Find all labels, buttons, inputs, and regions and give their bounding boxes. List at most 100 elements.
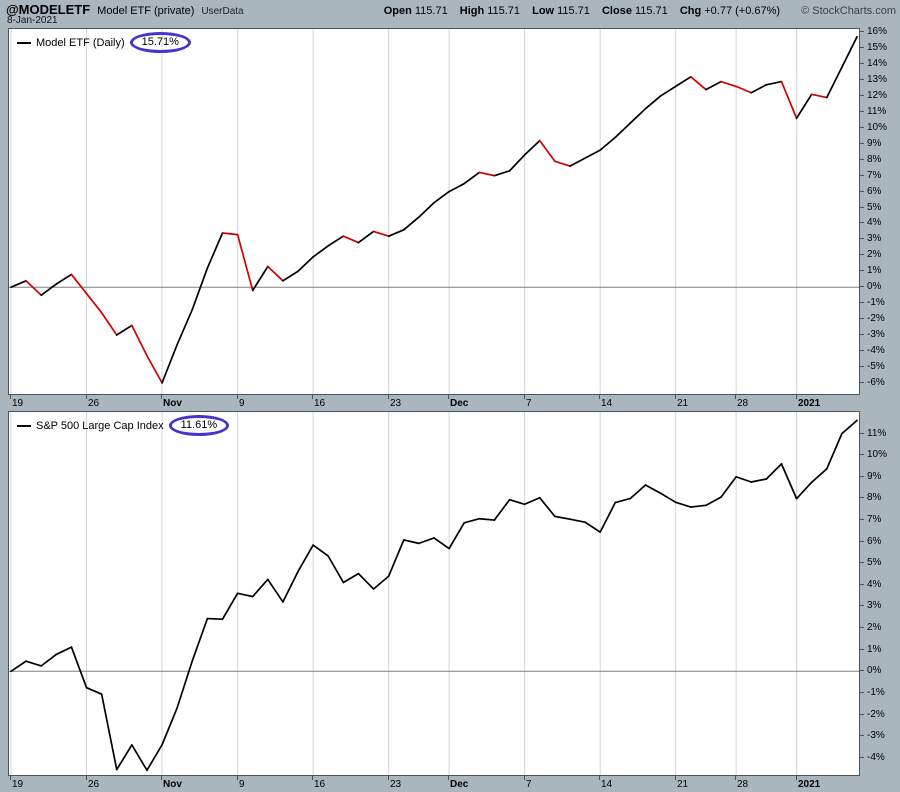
y-tick-label: 9% <box>867 138 882 149</box>
y-tick-mark <box>860 111 864 112</box>
copyright: © StockCharts.com <box>801 5 896 17</box>
y-tick-label: 1% <box>867 644 882 655</box>
low-label: Low <box>532 5 555 17</box>
y-tick-mark <box>860 222 864 223</box>
y-tick-mark <box>860 476 864 477</box>
open-label: Open <box>383 5 412 17</box>
y-tick-label: 2% <box>867 249 882 260</box>
model-etf-x-axis: 19 26 Nov 9 16 23 Dec 7 14 21 28 2021 <box>0 395 900 411</box>
y-tick-label: 3% <box>867 600 882 611</box>
x-tick-label: Dec <box>450 779 469 790</box>
legend-label: S&P 500 Large Cap Index <box>36 419 164 432</box>
sp500-legend: S&P 500 Large Cap Index 11.61% <box>17 415 230 436</box>
chart-header: @MODELETF Model ETF (private) UserData O… <box>0 0 900 28</box>
y-tick-label: 10% <box>867 449 888 460</box>
y-tick-mark <box>860 270 864 271</box>
y-tick-label: 10% <box>867 122 888 133</box>
y-tick-label: 13% <box>867 74 888 85</box>
x-tick-label: 2021 <box>798 398 821 409</box>
y-tick-label: -2% <box>867 709 885 720</box>
y-tick-mark <box>860 318 864 319</box>
model-etf-legend: Model ETF (Daily) 15.71% <box>17 32 191 53</box>
y-tick-label: 8% <box>867 492 882 503</box>
y-tick-mark <box>860 238 864 239</box>
y-tick-mark <box>860 433 864 434</box>
y-tick-mark <box>860 143 864 144</box>
y-tick-label: -1% <box>867 297 885 308</box>
y-tick-label: 15% <box>867 42 888 53</box>
x-tick-mark <box>10 395 11 399</box>
y-tick-label: 4% <box>867 217 882 228</box>
header-row-main: @MODELETF Model ETF (private) UserData O… <box>6 2 896 17</box>
x-tick-label: 7 <box>526 398 532 409</box>
y-tick-mark <box>860 584 864 585</box>
model-etf-chart-canvas <box>9 29 859 394</box>
y-tick-mark <box>860 605 864 606</box>
x-tick-label: 19 <box>12 398 24 409</box>
y-tick-mark <box>860 95 864 96</box>
y-tick-mark <box>860 159 864 160</box>
y-tick-label: -5% <box>867 361 885 372</box>
x-tick-mark <box>388 395 389 399</box>
y-tick-mark <box>860 191 864 192</box>
x-tick-mark <box>237 776 238 780</box>
x-tick-mark <box>161 395 162 399</box>
y-tick-mark <box>860 350 864 351</box>
x-tick-label: Dec <box>450 398 469 409</box>
y-tick-label: 11% <box>867 106 887 117</box>
x-tick-label: 14 <box>601 779 613 790</box>
x-tick-label: 7 <box>526 779 532 790</box>
x-tick-label: 16 <box>314 398 326 409</box>
y-tick-label: -1% <box>867 687 885 698</box>
y-tick-label: 0% <box>867 281 882 292</box>
x-tick-label: 9 <box>239 779 245 790</box>
x-tick-mark <box>448 395 449 399</box>
x-tick-mark <box>735 395 736 399</box>
low-value: 115.71 <box>557 5 590 17</box>
y-tick-mark <box>860 541 864 542</box>
x-tick-label: 26 <box>88 398 100 409</box>
y-tick-label: 6% <box>867 186 882 197</box>
y-tick-mark <box>860 254 864 255</box>
legend-value-annotated: 15.71% <box>129 32 191 53</box>
close-label: Close <box>601 5 632 17</box>
x-tick-label: 9 <box>239 398 245 409</box>
y-tick-label: 7% <box>867 514 882 525</box>
y-tick-label: 14% <box>867 58 888 69</box>
high-label: High <box>459 5 485 17</box>
y-tick-label: 0% <box>867 665 882 676</box>
x-tick-label: 26 <box>88 779 100 790</box>
y-tick-mark <box>860 692 864 693</box>
x-tick-mark <box>10 776 11 780</box>
x-tick-mark <box>448 776 449 780</box>
symbol: @MODELETF <box>6 2 91 17</box>
quote-summary: Open 115.71 High 115.71 Low 115.71 Close 115… <box>375 5 780 17</box>
y-tick-mark <box>860 562 864 563</box>
model-etf-y-axis: 16% 15% 14% 13% 12% 11% 10% 9% 8% 7% 6% 5% 4% 3% 2% 1% 0… <box>860 26 900 395</box>
chart-date: 8-Jan-2021 <box>7 15 58 26</box>
x-tick-mark <box>599 395 600 399</box>
y-tick-mark <box>860 757 864 758</box>
y-tick-label: 7% <box>867 170 882 181</box>
line-swatch-icon <box>17 41 31 44</box>
y-tick-mark <box>860 127 864 128</box>
sp500-y-axis: 11% 10% 9% 8% 7% 6% 5% 4% 3% 2% 1% 0% -1% -2% -3% -4% <box>860 411 900 776</box>
x-tick-mark <box>161 776 162 780</box>
x-tick-label: 28 <box>737 398 749 409</box>
y-tick-mark <box>860 175 864 176</box>
price-line <box>10 35 858 384</box>
model-etf-panel: Model ETF (Daily) 15.71% <box>8 28 860 395</box>
change-value: +0.77 (+0.67%) <box>704 5 781 17</box>
legend-value-annotated: 11.61% <box>168 415 230 436</box>
data-source: UserData <box>201 6 244 17</box>
x-tick-label: 19 <box>12 779 24 790</box>
x-tick-label: 21 <box>677 398 689 409</box>
y-tick-mark <box>860 735 864 736</box>
y-tick-mark <box>860 366 864 367</box>
y-tick-label: 11% <box>867 428 887 439</box>
y-tick-label: -3% <box>867 329 885 340</box>
y-tick-label: -4% <box>867 345 885 356</box>
y-tick-mark <box>860 382 864 383</box>
y-tick-mark <box>860 714 864 715</box>
sp500-chart-canvas <box>9 412 859 775</box>
